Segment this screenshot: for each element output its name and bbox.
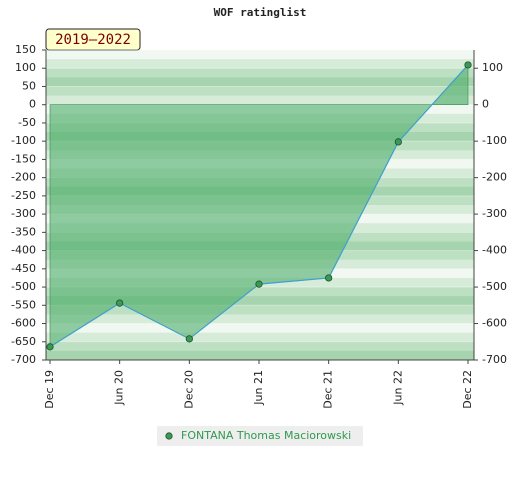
y-tick-label: -450: [11, 262, 36, 275]
x-tick-label: Dec 22: [461, 370, 474, 409]
y-tick-label: -300: [11, 207, 36, 220]
chart-subtitle: 2019–2022: [55, 32, 131, 48]
legend-label: FONTANA Thomas Maciorowski: [181, 429, 351, 442]
y-tick-label: 0: [29, 98, 36, 111]
band: [46, 350, 474, 361]
band: [46, 95, 474, 106]
x-tick-label: Dec 21: [322, 370, 335, 409]
band: [46, 314, 474, 325]
y2-tick-label: -400: [482, 244, 507, 257]
band: [46, 59, 474, 69]
y-tick-label: -250: [11, 189, 36, 202]
band: [46, 323, 474, 334]
y-tick-label: 100: [15, 61, 36, 74]
legend-box: [157, 426, 363, 446]
y-tick-label: -350: [11, 225, 36, 238]
band: [46, 287, 474, 297]
marker: [116, 299, 124, 307]
subtitle-box: [45, 28, 141, 51]
x-tick-label: Dec 19: [43, 370, 56, 409]
y2-tick-label: -200: [482, 171, 507, 184]
y-tick-label: -550: [11, 298, 36, 311]
y-tick-label: -500: [11, 280, 36, 293]
y-tick-label: -200: [11, 171, 36, 184]
band: [46, 341, 474, 352]
x-tick-label: Jun 20: [113, 370, 126, 406]
marker: [185, 335, 193, 343]
band: [46, 296, 474, 306]
y2-tick-label: 100: [482, 61, 503, 74]
x-tick-label: Jun 21: [252, 370, 265, 406]
y2-tick-label: -100: [482, 134, 507, 147]
marker: [46, 343, 54, 351]
x-tick-label: Jun 22: [391, 370, 404, 406]
y-tick-label: -100: [11, 134, 36, 147]
y-tick-label: -700: [11, 353, 36, 366]
y2-tick-label: 0: [482, 98, 489, 111]
x-tick-label: Dec 20: [182, 370, 195, 409]
y-tick-label: -400: [11, 244, 36, 257]
y2-tick-label: -300: [482, 207, 507, 220]
y2-tick-label: -700: [482, 353, 507, 366]
marker: [255, 280, 263, 288]
band: [46, 50, 474, 60]
marker: [325, 274, 333, 282]
marker: [464, 61, 472, 69]
marker: [394, 138, 402, 146]
band: [46, 305, 474, 315]
y2-tick-label: -600: [482, 317, 507, 330]
band: [46, 86, 474, 97]
chart-title: WOF ratinglist: [214, 6, 307, 19]
y-tick-label: -650: [11, 335, 36, 348]
y-tick-label: 50: [22, 79, 36, 92]
y2-tick-label: -500: [482, 280, 507, 293]
y-tick-label: 150: [15, 43, 36, 56]
y-tick-label: -150: [11, 152, 36, 165]
band: [46, 77, 474, 87]
y-tick-label: -600: [11, 317, 36, 330]
band: [46, 332, 474, 343]
band: [46, 68, 474, 78]
y-tick-label: -50: [18, 116, 36, 129]
legend-marker: [165, 432, 173, 440]
